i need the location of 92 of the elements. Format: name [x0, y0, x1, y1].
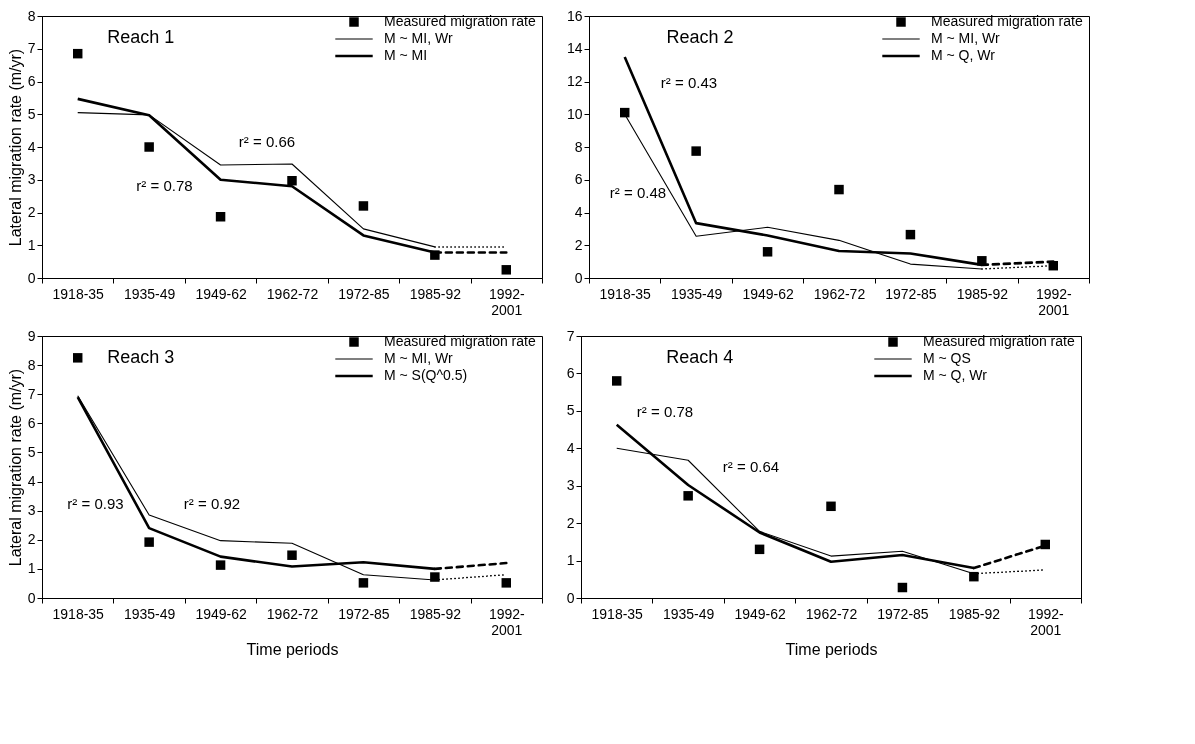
x-tick-label: 1949-62	[734, 605, 786, 622]
y-tick-label: 5	[27, 443, 36, 460]
y-tick-label: 7	[27, 385, 36, 402]
y-tick-label: 4	[27, 473, 36, 490]
y-tick-label: 6	[27, 414, 36, 431]
y-tick-label: 2	[27, 531, 36, 548]
y-tick-label: 0	[566, 589, 575, 606]
x-tick-label: 1985-92	[948, 605, 1001, 622]
x-tick-label: 1935-49	[123, 605, 176, 622]
y-tick-label: 6	[27, 73, 36, 89]
x-tick-label: 1992-2001	[1027, 605, 1065, 638]
y-tick-label: 10	[566, 105, 583, 122]
legend-label: M ~ S(Q^0.5)	[384, 367, 468, 383]
text: Reach 2	[666, 27, 734, 47]
x-axis-title: Time periods	[246, 640, 339, 658]
text: Reach 1	[107, 27, 175, 47]
legend-label: Measured migration rate	[931, 13, 1083, 29]
annotation: r² = 0.48	[609, 184, 667, 202]
x-tick-label: 1918-35	[591, 605, 644, 622]
text: Reach 4	[666, 347, 734, 367]
x-tick-label: 1962-72	[266, 605, 319, 622]
x-axis-title: Time periods	[785, 640, 878, 658]
x-tick-label: 1985-92	[956, 285, 1009, 302]
x-tick-label: 1985-92	[409, 285, 462, 302]
x-tick-label: 1949-62	[195, 605, 247, 622]
y-tick-label: 2	[566, 514, 575, 531]
y-tick-label: 4	[27, 138, 36, 155]
y-tick-label: 8	[574, 138, 583, 155]
x-tick-label: 1972-85	[885, 285, 937, 302]
x-tick-label: 1992-2001	[488, 605, 526, 638]
legend-label: M ~ QS	[923, 350, 971, 366]
y-tick-label: 0	[27, 269, 36, 286]
x-tick-label: 1985-92	[409, 605, 462, 622]
y-tick-label: 0	[574, 269, 583, 286]
y-tick-label: 3	[27, 171, 36, 188]
legend-label: M ~ MI, Wr	[384, 30, 453, 46]
text: Reach 3	[107, 347, 175, 367]
x-tick-label: 1918-35	[52, 605, 105, 622]
x-tick-label: 1935-49	[670, 285, 723, 302]
y-tick-label: 7	[27, 40, 36, 57]
legend-label: Measured migration rate	[384, 13, 536, 29]
y-tick-label: 8	[27, 356, 36, 373]
y-tick-label: 3	[27, 502, 36, 519]
y-tick-label: 0	[27, 589, 36, 606]
x-tick-label: 1972-85	[338, 605, 390, 622]
legend-label: M ~ Q, Wr	[923, 367, 988, 383]
legend-label: M ~ MI	[384, 47, 428, 63]
x-tick-label: 1962-72	[813, 285, 866, 302]
y-tick-label: 2	[27, 204, 36, 220]
annotation: r² = 0.78	[136, 177, 193, 195]
y-tick-label: 1	[27, 560, 36, 577]
annotation: r² = 0.43	[660, 73, 718, 91]
annotation: r² = 0.92	[183, 494, 241, 512]
legend-label: M ~ MI, Wr	[384, 350, 453, 366]
y-tick-label: 1	[566, 552, 575, 569]
y-tick-label: 1	[27, 236, 36, 253]
y-tick-label: 3	[566, 477, 575, 494]
y-axis-title: Lateral migration rate (m/yr)	[6, 48, 24, 247]
y-axis-title: Lateral migration rate (m/yr)	[6, 368, 24, 567]
y-tick-label: 5	[27, 105, 36, 122]
y-tick-label: 5	[566, 402, 575, 419]
y-tick-label: 7	[566, 327, 575, 344]
y-tick-label: 6	[566, 364, 575, 381]
annotation: r² = 0.64	[722, 458, 780, 475]
y-tick-label: 16	[566, 7, 583, 24]
x-tick-label: 1992-2001	[488, 285, 526, 318]
legend-label: M ~ Q, Wr	[931, 47, 996, 63]
y-tick-label: 4	[574, 204, 583, 220]
x-tick-label: 1972-85	[877, 605, 929, 622]
y-tick-label: 4	[566, 439, 575, 456]
y-tick-label: 9	[27, 327, 36, 344]
y-tick-label: 14	[566, 40, 583, 57]
x-tick-label: 1949-62	[195, 285, 247, 302]
y-tick-label: 8	[27, 7, 36, 24]
y-tick-label: 6	[574, 171, 583, 188]
annotation: r² = 0.66	[238, 132, 296, 150]
x-tick-label: 1949-62	[742, 285, 794, 302]
legend-label: Measured migration rate	[923, 333, 1075, 349]
x-tick-label: 1918-35	[599, 285, 652, 302]
x-tick-label: 1935-49	[662, 605, 715, 622]
y-tick-label: 2	[574, 236, 583, 253]
x-tick-label: 1992-2001	[1035, 285, 1073, 318]
x-tick-label: 1935-49	[123, 285, 176, 302]
annotation: r² = 0.93	[67, 494, 124, 512]
x-tick-label: 1918-35	[52, 285, 105, 302]
legend-label: M ~ MI, Wr	[931, 30, 1000, 46]
legend-label: Measured migration rate	[384, 333, 536, 349]
x-tick-label: 1962-72	[805, 605, 858, 622]
x-tick-label: 1962-72	[266, 285, 319, 302]
x-tick-label: 1972-85	[338, 285, 390, 302]
y-tick-label: 12	[566, 73, 583, 89]
annotation: r² = 0.78	[636, 402, 694, 420]
